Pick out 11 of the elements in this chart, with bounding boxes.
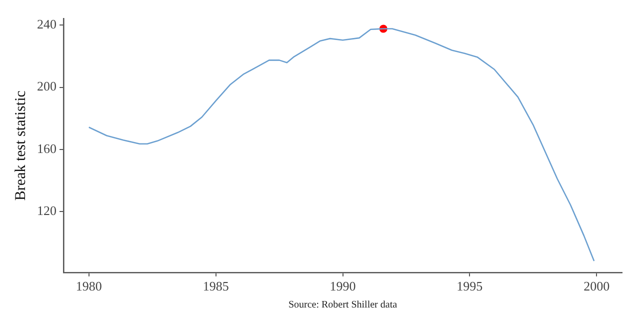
x-tick-label: 1995 (456, 278, 483, 294)
y-tick-label: 240 (37, 16, 56, 32)
y-axis-title: Break test statistic (12, 90, 29, 201)
x-tick-label: 1990 (330, 278, 356, 294)
source-note: Source: Robert Shiller data (288, 300, 398, 311)
x-tick-label: 1980 (76, 278, 102, 294)
x-tick-label: 1985 (202, 278, 229, 294)
y-tick-label: 120 (37, 203, 56, 218)
x-tick-label: 2000 (584, 278, 610, 294)
y-tick-label: 200 (37, 78, 56, 94)
y-tick-label: 160 (37, 140, 56, 156)
